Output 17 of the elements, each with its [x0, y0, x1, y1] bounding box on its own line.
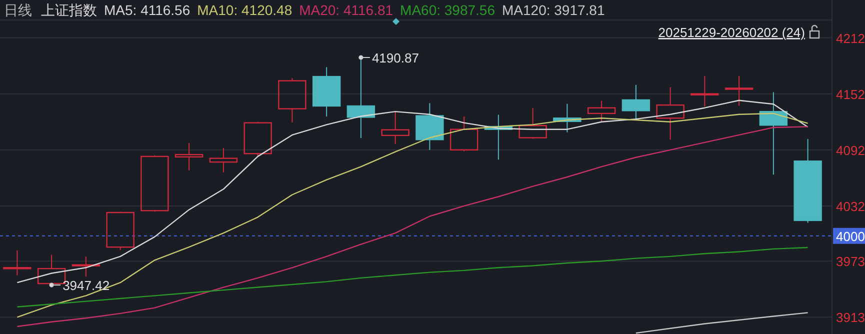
- annotation: 20251229-20260202 (24): [658, 25, 805, 40]
- header: 上证指数: [41, 2, 97, 18]
- ytick: 4212: [836, 30, 865, 46]
- annotation: 3947.42: [62, 278, 110, 293]
- ytick: 4152: [836, 86, 865, 102]
- header: MA5: 4116.56: [104, 2, 190, 18]
- ref-label: 4000: [836, 228, 865, 244]
- ytick: 4032: [836, 198, 865, 214]
- header: MA20: 4116.81: [299, 2, 394, 18]
- annotation: 4190.87: [372, 50, 419, 66]
- header: MA10: 4120.48: [197, 2, 292, 18]
- ytick: 3913: [836, 310, 865, 326]
- header: MA120: 3917.81: [502, 2, 605, 18]
- header: MA60: 3987.56: [400, 2, 495, 18]
- ytick: 4092: [836, 142, 865, 158]
- header: 日线: [4, 2, 32, 18]
- ytick: 3973: [836, 254, 865, 270]
